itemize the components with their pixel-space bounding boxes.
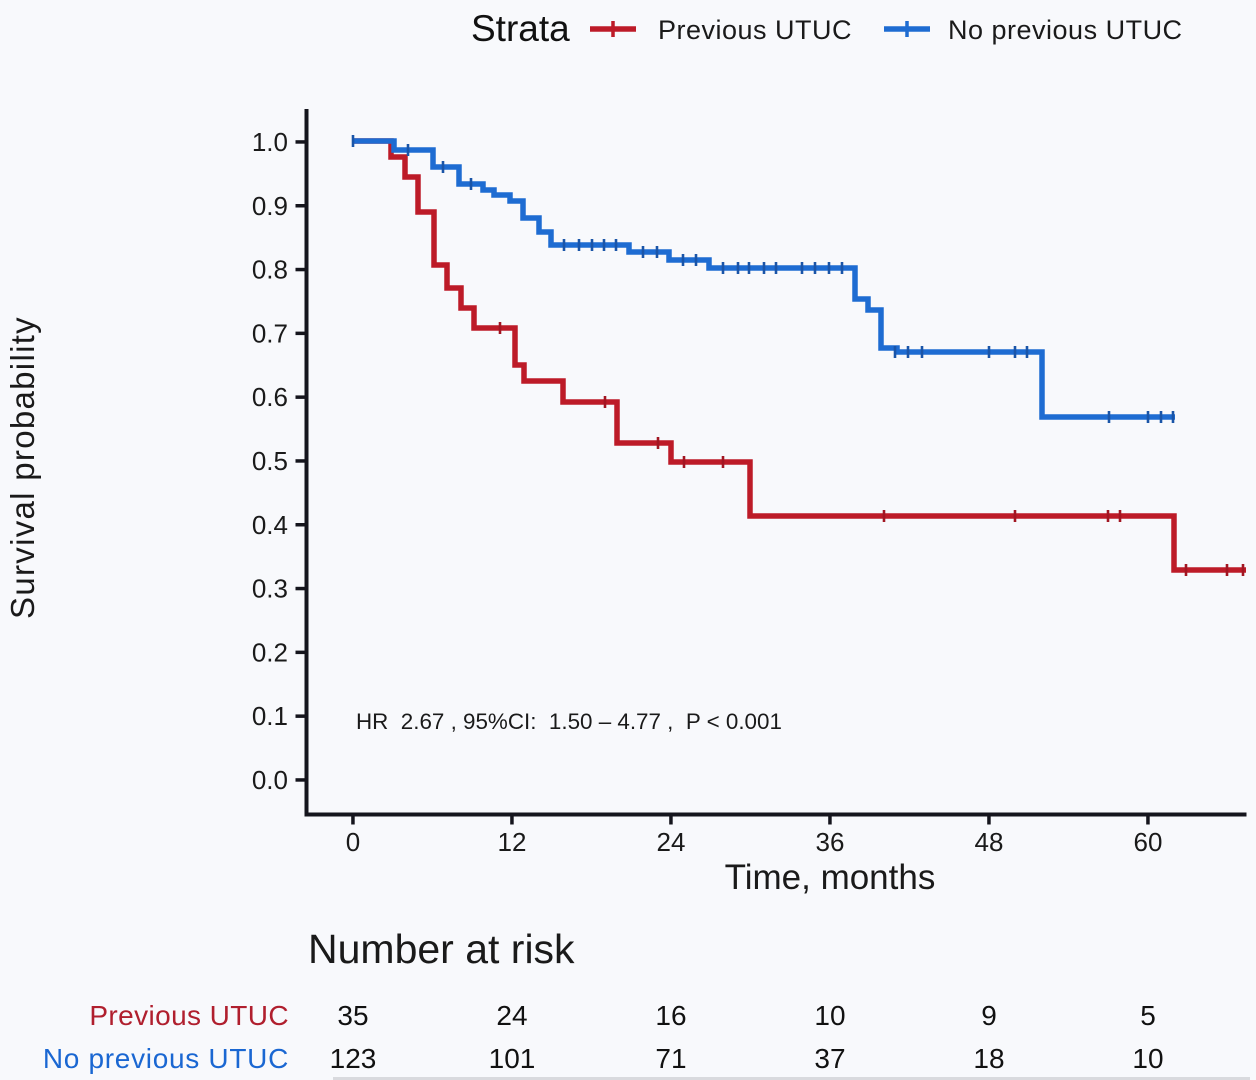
svg-text:123: 123	[330, 1043, 377, 1074]
svg-text:10: 10	[814, 1000, 845, 1031]
svg-text:36: 36	[816, 827, 845, 857]
svg-text:10: 10	[1132, 1043, 1163, 1074]
svg-text:5: 5	[1140, 1000, 1156, 1031]
svg-text:0.5: 0.5	[252, 446, 288, 476]
svg-text:0.0: 0.0	[252, 765, 288, 795]
svg-text:101: 101	[489, 1043, 536, 1074]
svg-text:12: 12	[498, 827, 527, 857]
svg-text:0.1: 0.1	[252, 701, 288, 731]
svg-text:0.9: 0.9	[252, 191, 288, 221]
svg-text:0.8: 0.8	[252, 255, 288, 285]
svg-text:HR 2.67 , 95%CI: 1.50 – 4.77: HR 2.67 , 95%CI: 1.50 – 4.77 , P < 0.001	[356, 709, 782, 734]
svg-text:0.6: 0.6	[252, 382, 288, 412]
svg-text:0.2: 0.2	[252, 637, 288, 667]
svg-text:24: 24	[496, 1000, 527, 1031]
svg-text:Time, months: Time, months	[725, 858, 936, 897]
svg-text:Survival probability: Survival probability	[4, 316, 41, 619]
svg-text:0: 0	[346, 827, 360, 857]
svg-text:24: 24	[657, 827, 686, 857]
svg-text:48: 48	[975, 827, 1004, 857]
svg-text:16: 16	[655, 1000, 686, 1031]
svg-text:0.4: 0.4	[252, 510, 288, 540]
svg-text:0.3: 0.3	[252, 574, 288, 604]
svg-text:1.0: 1.0	[252, 127, 288, 157]
svg-text:Previous UTUC: Previous UTUC	[89, 1000, 289, 1031]
svg-text:9: 9	[981, 1000, 997, 1031]
svg-text:18: 18	[973, 1043, 1004, 1074]
svg-text:35: 35	[337, 1000, 368, 1031]
svg-text:60: 60	[1134, 827, 1163, 857]
svg-text:0.7: 0.7	[252, 318, 288, 348]
svg-text:No previous UTUC: No previous UTUC	[948, 15, 1183, 45]
svg-text:71: 71	[655, 1043, 686, 1074]
svg-text:Strata: Strata	[471, 8, 570, 49]
svg-text:No previous UTUC: No previous UTUC	[43, 1043, 289, 1074]
svg-text:Number at risk: Number at risk	[308, 926, 575, 972]
svg-text:37: 37	[814, 1043, 845, 1074]
svg-text:Previous UTUC: Previous UTUC	[658, 15, 852, 45]
